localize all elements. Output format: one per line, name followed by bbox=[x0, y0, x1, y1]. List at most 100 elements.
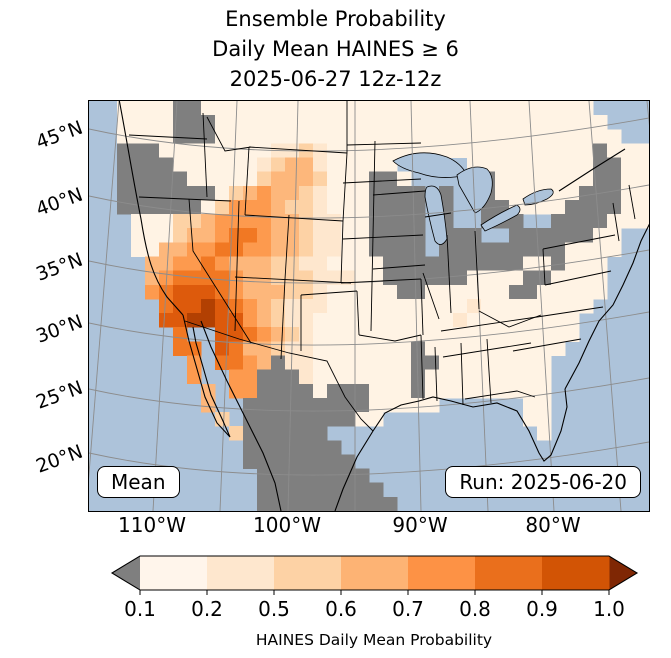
grid-cell bbox=[313, 440, 328, 455]
grid-cell bbox=[453, 115, 468, 130]
grid-cell bbox=[495, 101, 510, 116]
grid-cell bbox=[243, 426, 258, 441]
title-line-3: 2025-06-27 12z-12z bbox=[229, 67, 442, 91]
grid-cell bbox=[257, 468, 272, 484]
grid-cell bbox=[159, 228, 174, 243]
grid-cell bbox=[159, 214, 174, 229]
grid-cell bbox=[159, 185, 174, 201]
grid-cell bbox=[285, 284, 300, 300]
grid-cell bbox=[243, 242, 258, 257]
grid-cell bbox=[621, 214, 636, 229]
grid-cell bbox=[551, 298, 566, 314]
grid-cell bbox=[187, 157, 202, 173]
grid-cell bbox=[201, 256, 216, 272]
lon-label: 100°W bbox=[253, 513, 321, 537]
grid-cell bbox=[397, 115, 412, 130]
grid-cell bbox=[327, 440, 342, 455]
grid-cell bbox=[173, 341, 188, 356]
grid-cell bbox=[327, 157, 342, 173]
grid-cell bbox=[579, 185, 594, 201]
graticule-lines bbox=[89, 101, 649, 511]
grid-cell bbox=[453, 256, 468, 272]
grid-cell bbox=[355, 341, 370, 356]
grid-cell bbox=[257, 355, 272, 371]
grid-cell bbox=[411, 355, 426, 371]
colorbar-body bbox=[112, 556, 637, 590]
grid-cell bbox=[145, 143, 160, 158]
grid-cell bbox=[341, 185, 356, 201]
grid-cell bbox=[453, 129, 468, 144]
grid-cell bbox=[411, 341, 426, 356]
colorbar-under-arrow bbox=[112, 556, 140, 590]
grid-cell bbox=[621, 199, 636, 215]
grid-cell bbox=[579, 101, 594, 116]
grid-cell bbox=[383, 496, 398, 511]
grid-cell bbox=[243, 199, 258, 215]
grid-cell bbox=[271, 397, 286, 413]
grid-cell bbox=[369, 397, 384, 413]
grid-cell bbox=[271, 313, 286, 328]
grid-cell bbox=[257, 115, 272, 130]
grid-cell bbox=[145, 228, 160, 243]
grid-cell bbox=[397, 242, 412, 257]
grid-cell bbox=[425, 355, 440, 371]
grid-cell bbox=[369, 383, 384, 399]
grid-cell bbox=[369, 412, 384, 427]
grid-cell bbox=[187, 115, 202, 130]
grid-cell bbox=[271, 157, 286, 173]
grid-cell bbox=[271, 228, 286, 243]
grid-cell bbox=[285, 129, 300, 144]
grid-cell bbox=[607, 214, 622, 229]
grid-cell bbox=[383, 327, 398, 342]
grid-cell bbox=[299, 185, 314, 201]
grid-cell bbox=[327, 129, 342, 144]
grid-cell bbox=[257, 143, 272, 158]
grid-cell bbox=[215, 327, 230, 342]
grid-cell bbox=[369, 298, 384, 314]
grid-cell bbox=[327, 341, 342, 356]
grid-cell bbox=[509, 341, 524, 356]
grid-cell bbox=[481, 143, 496, 158]
grid-cell bbox=[621, 171, 636, 187]
grid-cell bbox=[537, 129, 552, 144]
grid-cell bbox=[299, 454, 314, 469]
grid-cell bbox=[159, 143, 174, 158]
grid-cell bbox=[607, 171, 622, 187]
grid-cell bbox=[243, 327, 258, 342]
grid-cell bbox=[467, 256, 482, 272]
grid-cell bbox=[579, 256, 594, 272]
grid-cell bbox=[383, 313, 398, 328]
grid-cell bbox=[173, 284, 188, 300]
grid-cell bbox=[565, 199, 580, 215]
state-borders bbox=[128, 101, 636, 432]
grid-cell bbox=[411, 284, 426, 300]
grid-cell bbox=[201, 101, 216, 116]
grid-cell bbox=[229, 199, 244, 215]
grid-cell bbox=[369, 143, 384, 158]
grid-cell bbox=[215, 228, 230, 243]
grid-cell bbox=[215, 129, 230, 144]
grid-cell bbox=[523, 228, 538, 243]
grid-cell bbox=[131, 157, 146, 173]
lat-label: 35°N bbox=[33, 248, 86, 286]
grid-cell bbox=[467, 228, 482, 243]
grid-cell bbox=[565, 214, 580, 229]
grid-cell bbox=[313, 129, 328, 144]
grid-cell bbox=[579, 199, 594, 215]
grid-cell bbox=[271, 129, 286, 144]
lake-huron bbox=[456, 166, 493, 214]
grid-cell bbox=[439, 369, 454, 385]
grid-cell bbox=[159, 256, 174, 272]
grid-cell bbox=[355, 101, 370, 116]
grid-cell bbox=[229, 327, 244, 342]
lake-erie bbox=[480, 204, 521, 232]
grid-cell bbox=[117, 185, 132, 201]
grid-cell bbox=[509, 143, 524, 158]
grid-cell bbox=[579, 284, 594, 300]
grid-cell bbox=[285, 397, 300, 413]
grid-cell bbox=[425, 341, 440, 356]
grid-cell bbox=[299, 496, 314, 511]
grid-cell bbox=[551, 115, 566, 130]
grid-cell bbox=[257, 228, 272, 243]
grid-cell bbox=[411, 327, 426, 342]
